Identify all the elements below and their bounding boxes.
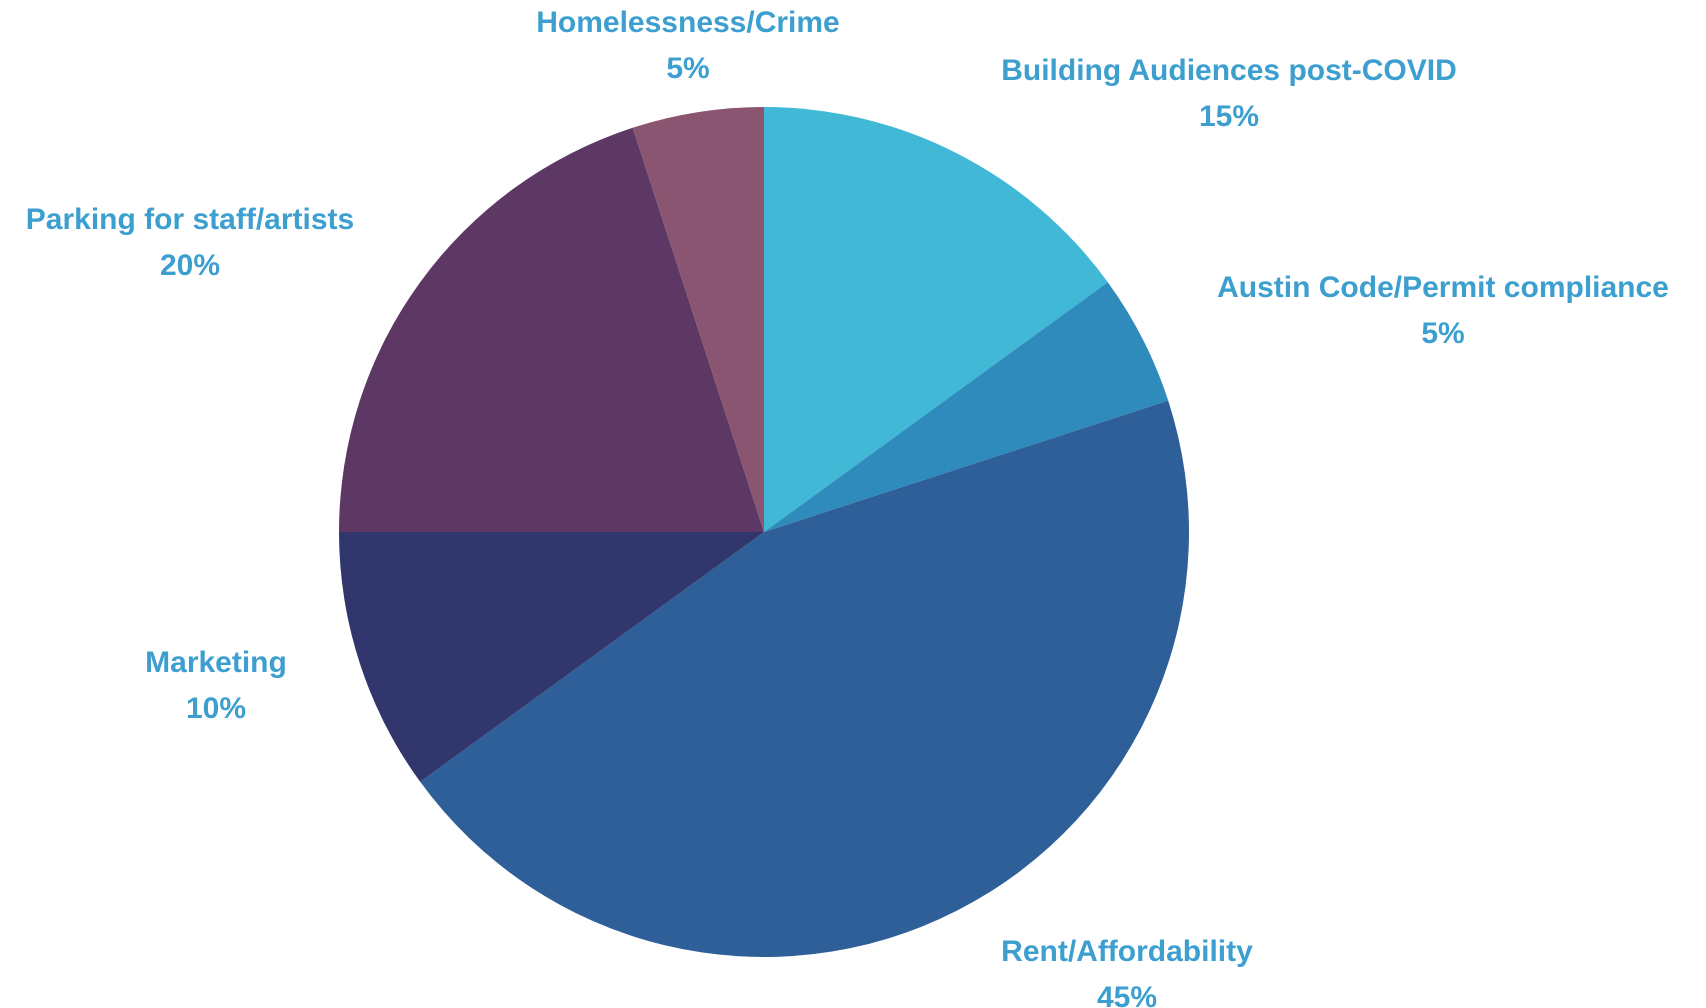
slice-label-name: Rent/Affordability [1001, 935, 1253, 968]
slice-label-name: Parking for staff/artists [26, 203, 354, 236]
slice-label-parking-for-staff-artists: Parking for staff/artists 20% [26, 203, 354, 282]
slice-label-name: Austin Code/Permit compliance [1217, 271, 1669, 304]
slice-label-value: 5% [666, 52, 709, 85]
pie-slice-building-audiences-post-covid [764, 107, 1108, 532]
slice-label-name: Homelessness/Crime [536, 6, 840, 39]
pie-slice-austin-code-permit-compliance [764, 282, 1169, 532]
slice-label-austin-code-permit-compliance: Austin Code/Permit compliance 5% [1217, 271, 1669, 350]
pie-slice-homelessness-crime [632, 107, 764, 532]
slice-label-name: Building Audiences post-COVID [1001, 54, 1457, 87]
pie-slice-marketing [339, 532, 764, 782]
slice-label-rent-affordability: Rent/Affordability 45% [1001, 935, 1253, 1008]
slice-label-building-audiences-post-covid: Building Audiences post-COVID 15% [1001, 54, 1457, 133]
pie-slice-rent-affordability [420, 400, 1189, 957]
slice-label-value: 5% [1421, 317, 1464, 350]
slice-label-value: 45% [1097, 981, 1157, 1008]
pie-slices [338, 107, 1189, 957]
slice-label-homelessness-crime: Homelessness/Crime 5% [536, 6, 840, 85]
slice-label-value: 15% [1199, 100, 1259, 133]
slice-label-value: 20% [160, 249, 220, 282]
slice-label-name: Marketing [145, 646, 287, 679]
slice-label-value: 10% [186, 692, 246, 725]
pie-slice-parking-for-staff-artists [338, 127, 764, 533]
slice-label-marketing: Marketing 10% [145, 646, 287, 725]
slice-labels: Building Audiences post-COVID 15% Austin C… [26, 6, 1669, 1008]
